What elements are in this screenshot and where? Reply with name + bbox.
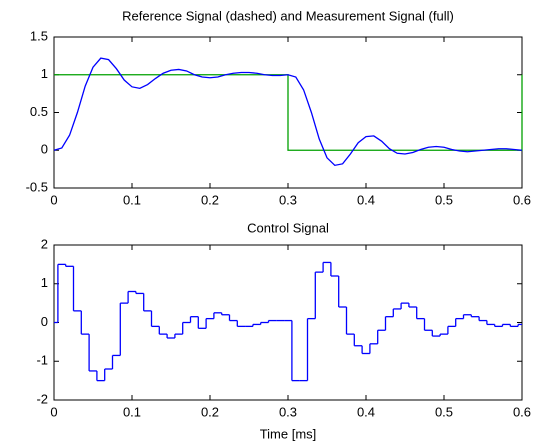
plot-area	[53, 244, 523, 401]
x-tick-label: 0.1	[123, 192, 141, 207]
x-tick-label: 0	[50, 404, 57, 419]
y-tick-label: 1.5	[30, 28, 48, 43]
x-tick-label: 0.3	[279, 404, 297, 419]
x-tick-label: 0	[50, 192, 57, 207]
axes: Reference Signal (dashed) and Measuremen…	[26, 8, 531, 207]
x-tick-label: 0.1	[123, 404, 141, 419]
x-tick-label: 0.5	[435, 404, 453, 419]
y-tick-label: 0	[41, 314, 48, 329]
x-tick-label: 0.2	[201, 192, 219, 207]
x-axis-label: Time [ms]	[260, 426, 317, 441]
y-tick-label: -0.5	[26, 179, 48, 194]
x-tick-label: 0.5	[435, 192, 453, 207]
y-tick-label: -2	[36, 391, 48, 406]
y-tick-label: 0.5	[30, 104, 48, 119]
y-tick-label: 1	[41, 275, 48, 290]
signal-line	[53, 57, 523, 167]
x-tick-label: 0.2	[201, 404, 219, 419]
y-tick-label: 2	[41, 236, 48, 251]
y-tick-label: 0	[41, 142, 48, 157]
axes: Control Signal Time [ms] 0 0.1 0.2 0.3 0.4 0.5 0…	[36, 220, 531, 441]
axes-title: Reference Signal (dashed) and Measuremen…	[122, 8, 454, 23]
y-tick-label: 1	[41, 66, 48, 81]
y-tick-label: -1	[36, 353, 48, 368]
x-tick-label: 0.3	[279, 192, 297, 207]
x-tick-label: 0.6	[513, 192, 531, 207]
x-tick-label: 0.4	[357, 192, 375, 207]
signal-line	[54, 74, 523, 151]
axes-title: Control Signal	[247, 220, 329, 235]
x-tick-label: 0.6	[513, 404, 531, 419]
x-tick-label: 0.4	[357, 404, 375, 419]
